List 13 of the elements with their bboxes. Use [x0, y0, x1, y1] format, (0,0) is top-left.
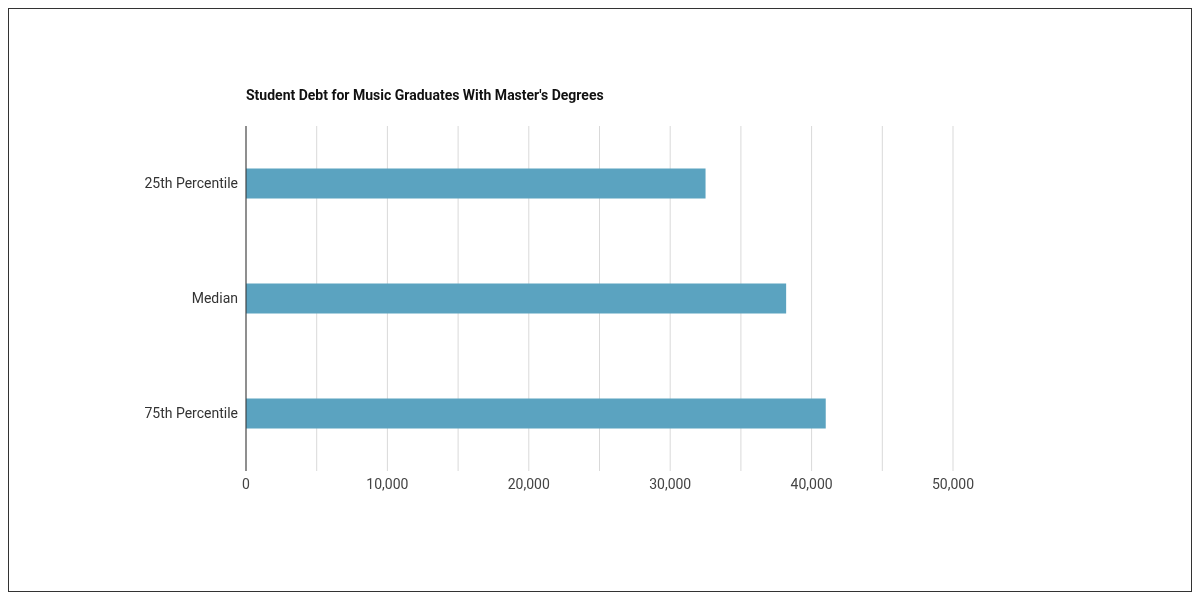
- x-tick-label: 50,000: [931, 475, 975, 492]
- x-tick-label: 30,000: [649, 475, 692, 492]
- y-tick-label: 75th Percentile: [144, 405, 238, 422]
- bar: [246, 398, 826, 429]
- chart-title: Student Debt for Music Graduates With Master's Degrees: [246, 87, 604, 103]
- y-tick-label: Median: [191, 290, 238, 307]
- x-tick-label: 10,000: [366, 475, 409, 492]
- bar: [246, 168, 706, 199]
- x-tick-label: 40,000: [790, 475, 833, 492]
- x-tick-label: 0: [242, 475, 251, 492]
- y-tick-label: 25th Percentile: [144, 175, 238, 192]
- x-tick-label: 20,000: [507, 475, 550, 492]
- bar: [246, 283, 787, 314]
